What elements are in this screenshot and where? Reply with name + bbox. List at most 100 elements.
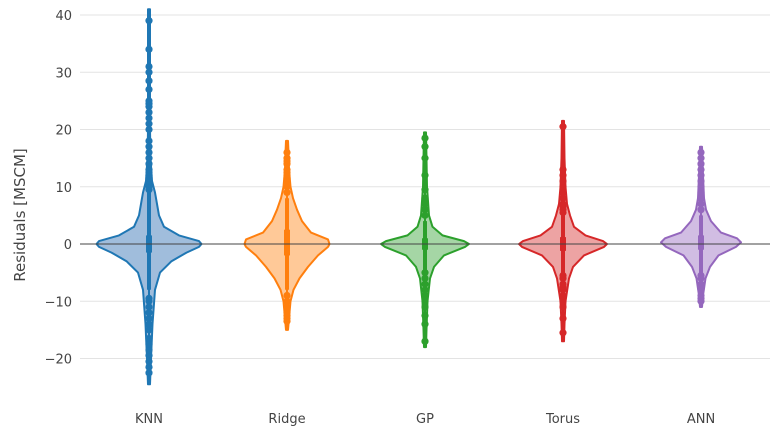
x-tick-label: KNN [135, 412, 163, 427]
outlier-point [559, 329, 567, 337]
outlier-point [283, 148, 291, 156]
outlier-point [559, 123, 567, 131]
outlier-point [559, 183, 567, 191]
y-tick-label: −20 [45, 353, 72, 368]
outlier-point [421, 303, 429, 311]
outlier-point [145, 77, 153, 85]
outlier-point [145, 320, 153, 328]
outlier-point [145, 62, 153, 71]
outlier-point [145, 309, 153, 317]
outlier-point [421, 194, 429, 202]
violin-ann [660, 145, 742, 308]
outlier-point [421, 269, 429, 277]
outlier-point [421, 134, 429, 142]
outlier-point [421, 143, 429, 151]
iqr-box [284, 229, 290, 256]
violin-torus [518, 119, 608, 343]
outlier-point [145, 45, 153, 53]
violins [95, 8, 742, 386]
outlier-point [283, 165, 291, 174]
y-tick-label: 0 [64, 238, 72, 253]
outlier-point [145, 363, 153, 371]
outlier-point [145, 346, 153, 354]
outlier-point [421, 186, 429, 194]
outlier-point [559, 188, 567, 197]
x-tick-labels: KNN Ridge GP Torus ANN [135, 412, 715, 427]
outlier-point [145, 114, 153, 122]
outlier-point [283, 154, 291, 162]
outlier-point [559, 171, 567, 179]
outlier-point [421, 337, 429, 345]
outlier-point [421, 297, 429, 305]
outlier-point [421, 206, 429, 214]
outlier-point [697, 148, 705, 156]
y-tick-labels: −20 −10 0 10 20 30 40 [45, 9, 72, 368]
outlier-point [421, 171, 429, 179]
x-tick-label: GP [416, 412, 434, 427]
outlier-point [559, 291, 567, 300]
outlier-point [145, 68, 153, 76]
outlier-point [421, 211, 429, 219]
outlier-point [559, 200, 567, 208]
outlier-point [145, 125, 153, 134]
outlier-point [697, 280, 705, 288]
outlier-point [145, 303, 153, 311]
y-axis-title: Residuals [MSCM] [11, 148, 29, 282]
violin-gp [380, 131, 470, 349]
x-tick-label: ANN [687, 412, 715, 427]
outlier-point [283, 297, 291, 305]
outlier-point [421, 154, 429, 162]
outlier-point [145, 148, 153, 156]
violin-knn [95, 8, 203, 386]
outlier-point [283, 183, 291, 191]
outlier-point [697, 200, 705, 208]
y-tick-label: 10 [55, 181, 72, 196]
outlier-point [145, 154, 153, 162]
outlier-point [559, 194, 567, 202]
outlier-point [283, 291, 291, 300]
outlier-point [697, 165, 705, 174]
outlier-point [145, 357, 153, 365]
outlier-point [421, 320, 429, 328]
outlier-point [145, 17, 153, 25]
outlier-point [145, 165, 153, 174]
y-tick-label: −10 [45, 295, 72, 310]
outlier-point [145, 108, 153, 116]
outlier-point [145, 334, 153, 343]
outlier-point [559, 303, 567, 311]
outlier-point [145, 137, 153, 145]
iqr-box [698, 235, 704, 250]
outlier-point [697, 177, 705, 185]
outlier-point [145, 340, 153, 348]
outlier-point [697, 160, 705, 168]
outlier-point [697, 194, 705, 202]
outlier-point [145, 143, 153, 151]
x-tick-label: Ridge [268, 412, 305, 427]
outlier-point [559, 297, 567, 305]
x-tick-label: Torus [545, 412, 580, 427]
outlier-point [697, 183, 705, 191]
outlier-point [421, 274, 429, 282]
outlier-point [697, 188, 705, 197]
outlier-point [145, 85, 153, 94]
outlier-point [145, 369, 153, 377]
outlier-point [145, 160, 153, 168]
outlier-point [421, 280, 429, 288]
outlier-point [559, 271, 567, 280]
outlier-point [559, 314, 567, 323]
outlier-point [421, 311, 429, 320]
outlier-point [697, 154, 705, 162]
outlier-point [283, 309, 291, 317]
outlier-point [697, 271, 705, 280]
outlier-point [697, 286, 705, 294]
outlier-point [421, 291, 429, 300]
outlier-point [145, 314, 153, 323]
outlier-point [283, 188, 291, 197]
outlier-point [697, 291, 705, 300]
y-tick-label: 40 [55, 9, 72, 24]
outlier-point [421, 286, 429, 294]
outlier-point [697, 171, 705, 179]
outlier-point [559, 280, 567, 288]
outlier-point [697, 206, 705, 214]
